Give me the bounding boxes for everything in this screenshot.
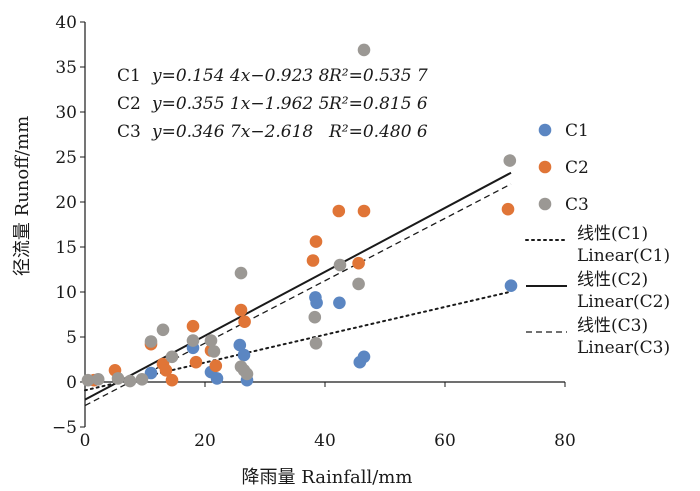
data-point-c2 [309, 235, 323, 248]
y-axis-label: 径流量 Runoff/mm [12, 116, 33, 276]
data-point-c1 [233, 338, 247, 352]
data-point-c2 [189, 355, 203, 369]
regression-equations: C1 y=0.154 4x−0.923 8 R²=0.535 7 C2 y=0.355 … [117, 66, 428, 142]
data-point-c3 [207, 345, 221, 358]
equation-formula: y=0.346 7x−2.618 [151, 122, 313, 142]
y-tick-label: 15 [55, 238, 77, 258]
data-point-c3 [309, 337, 323, 350]
trendline-dashed [84, 183, 512, 407]
y-tick-label: 10 [55, 283, 77, 303]
legend-label-c3: C3 [565, 195, 589, 215]
data-point-c2 [238, 315, 251, 329]
equation-formula: y=0.154 4x−0.923 8 [151, 66, 330, 86]
legend-trend-label-en: Linear(C3) [577, 338, 670, 358]
y-tick-label: 5 [66, 328, 77, 348]
equation-r-squared: R²=0.535 7 [328, 66, 428, 86]
data-point-c3 [357, 43, 371, 57]
data-point-c1 [210, 372, 224, 385]
data-point-c1 [237, 348, 251, 362]
legend-trend-label-en: Linear(C2) [577, 292, 670, 312]
equation-series-label: C1 [117, 66, 141, 86]
trendline-solid [84, 171, 512, 401]
y-tick-label: 35 [55, 58, 77, 78]
data-point-c2 [159, 364, 173, 377]
x-tick-label: 80 [554, 431, 576, 451]
data-point-c2 [306, 254, 320, 267]
equation-r-squared: R²=0.480 6 [328, 122, 428, 142]
data-point-c3 [111, 372, 125, 385]
data-point-c3 [123, 374, 137, 388]
legend-marker-c2 [538, 160, 552, 174]
legend-trend-label: 线性(C2) [577, 270, 648, 290]
x-tick-label: 40 [314, 431, 336, 451]
data-point-c2 [165, 373, 179, 387]
x-axis-label: 降雨量 Rainfall/mm [242, 467, 413, 488]
data-point-c2 [209, 359, 223, 373]
equation-series-label: C2 [117, 94, 141, 114]
data-point-c2 [186, 319, 200, 333]
data-point-c1 [357, 350, 371, 364]
data-point-c3 [352, 277, 365, 291]
legend-trend-label: 线性(C1) [577, 224, 648, 244]
data-point-c1 [310, 296, 323, 310]
y-tick-label: 25 [55, 148, 77, 168]
data-point-c3 [81, 373, 95, 387]
legend-label-c1: C1 [565, 121, 589, 141]
equation-formula: y=0.355 1x−1.962 5 [151, 94, 329, 114]
data-point-c3 [186, 334, 200, 347]
equation-r-squared: R²=0.815 6 [328, 94, 428, 114]
data-points [81, 43, 518, 388]
data-point-c2 [352, 256, 365, 270]
x-tick-label: 0 [80, 431, 91, 451]
y-tick-label: 30 [55, 103, 77, 123]
data-point-c3 [503, 154, 517, 167]
y-tick-label: 40 [55, 13, 77, 33]
y-tick-label: −5 [52, 418, 77, 438]
x-tick-label: 60 [434, 431, 456, 451]
data-point-c3 [144, 335, 158, 348]
data-point-c2 [234, 303, 248, 317]
legend-trend-label-en: Linear(C1) [577, 246, 670, 266]
data-point-c2 [332, 204, 346, 218]
y-tick-label: 0 [66, 373, 77, 393]
equation-series-label: C3 [117, 122, 141, 142]
y-tick-label: 20 [55, 193, 77, 213]
legend-trend-label: 线性(C3) [577, 316, 648, 336]
data-point-c3 [91, 373, 105, 386]
data-point-c3 [240, 367, 254, 381]
legend-marker-c3 [538, 197, 552, 211]
data-point-c3 [156, 323, 170, 337]
data-point-c2 [501, 202, 515, 216]
data-point-c3 [308, 310, 322, 324]
data-point-c3 [333, 258, 347, 272]
data-point-c3 [234, 266, 248, 280]
data-point-c2 [357, 204, 371, 218]
legend: C1 C2 C3 线性(C1)Linear(C1) 线性(C2)Linear(C2) 线性… [525, 121, 670, 358]
data-point-c1 [333, 296, 346, 310]
legend-label-c2: C2 [565, 158, 589, 178]
data-point-c1 [504, 279, 518, 293]
data-point-c3 [165, 350, 179, 364]
legend-marker-c1 [538, 123, 552, 137]
data-point-c3 [204, 334, 218, 347]
data-point-c1 [144, 366, 158, 380]
x-tick-label: 20 [194, 431, 216, 451]
data-point-c3 [135, 373, 149, 386]
